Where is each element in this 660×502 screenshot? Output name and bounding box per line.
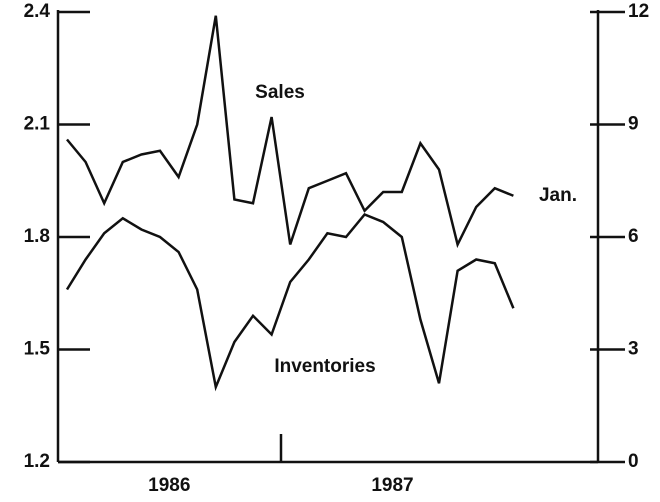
series-line: [66, 15, 514, 249]
series-label: Sales: [255, 82, 305, 103]
y-tick-label: 1.8: [24, 226, 50, 247]
y2-tick-label: 0: [628, 451, 639, 472]
series-line: [65, 212, 515, 392]
y-tick-label: 2.1: [24, 114, 51, 135]
y2-tick-label: 9: [628, 114, 639, 135]
x-group-label: 1987: [371, 475, 413, 496]
y-tick-label: 2.4: [24, 1, 51, 22]
x-group-label: 1986: [148, 475, 190, 496]
y2-tick-label: 12: [628, 1, 649, 22]
annotation: Jan.: [539, 185, 577, 206]
series-label: Inventories: [274, 356, 375, 377]
y-tick-label: 1.5: [24, 339, 51, 360]
y2-tick-label: 3: [628, 339, 639, 360]
y2-tick-label: 6: [628, 226, 639, 247]
y-tick-label: 1.2: [24, 451, 50, 472]
